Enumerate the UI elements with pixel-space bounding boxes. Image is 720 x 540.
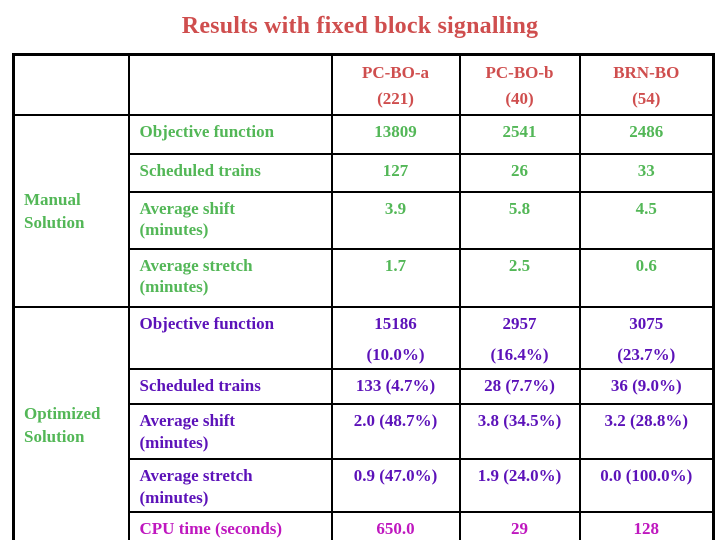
metric-average-shift-optimized: Average shift (minutes) [127,403,333,460]
col-header-count: (40) [505,88,534,108]
value-cell: 1.7 [330,247,461,308]
table-row: CPU time (seconds) 650.0 29 128 [14,510,715,540]
col-header-name: PC-BO-b [485,63,554,82]
table-row: Scheduled trains 133 (4.7%) 28 (7.7%) 36… [14,368,715,405]
results-table: PC-BO-a (221) PC-BO-b (40) BRN-BO (54) M… [12,53,715,540]
header-empty-metric-cell [127,53,333,116]
value-cell: 26 [458,152,581,193]
value-cell: 13809 [330,113,461,155]
table-row: Average shift (minutes) 2.0 (48.7%) 3.8 … [14,403,715,460]
value-cell: 0.6 [578,247,715,308]
value-cell: 650.0 [330,510,461,540]
value-cell: 4.5 [578,190,715,250]
section-label-optimized-solution: Optimized Solution [12,305,130,540]
section-label-line: Solution [24,426,85,446]
table-row: Manual Solution Objective function 13809… [12,113,715,308]
col-header-name: PC-BO-a [361,63,430,82]
value-cell: 5.8 [458,190,581,250]
value-cell: 127 [330,152,461,193]
metric-scheduled-trains-manual: Scheduled trains [127,152,333,193]
value-cell: 3.8 (34.5%) [458,403,581,460]
table-row: Average shift (minutes) 3.9 5.8 4.5 [14,190,715,250]
metric-objective-function-manual: Objective function [127,113,333,155]
metric-average-shift-manual: Average shift (minutes) [127,190,333,250]
value-cell: 3.9 [330,190,461,250]
section-label-line: Solution [24,213,85,232]
col-header-name: BRN-BO [613,63,680,82]
metric-average-stretch-manual: Average stretch (minutes) [127,247,333,308]
value-cell: 36 (9.0%) [578,368,715,405]
value-cell: 2.0 (48.7%) [330,403,461,460]
table-header-row: PC-BO-a (221) PC-BO-b (40) BRN-BO (54) [12,53,715,116]
value-cell: 33 [578,152,715,193]
value-cell: 2486 [578,113,715,155]
value-cell: 2957 (16.4%) [458,305,581,370]
col-header-pc-bo-b: PC-BO-b (40) [458,53,581,116]
value-cell: 133 (4.7%) [330,368,461,405]
value-cell: 15186 (10.0%) [330,305,461,370]
col-header-count: (221) [377,88,414,108]
value-cell: 28 (7.7%) [458,368,581,405]
value-cell: 3075 (23.7%) [578,305,715,370]
value-cell: 128 [578,510,715,540]
table-row: Optimized Solution Objective function 15… [12,305,715,540]
value-cell: 0.9 (47.0%) [330,458,461,513]
value-cell: 0.0 (100.0%) [578,458,715,513]
value-cell: 2541 [458,113,581,155]
section-label-manual-solution: Manual Solution [12,113,130,308]
col-header-count: (54) [632,88,661,108]
metric-scheduled-trains-optimized: Scheduled trains [127,368,333,405]
table-row: Average stretch (minutes) 1.7 2.5 0.6 [14,247,715,308]
metric-average-stretch-optimized: Average stretch (minutes) [127,458,333,513]
value-cell: 1.9 (24.0%) [458,458,581,513]
metric-cpu-time: CPU time (seconds) [127,510,333,540]
table-row: Average stretch (minutes) 0.9 (47.0%) 1.… [14,458,715,513]
section-label-line: Manual [24,190,81,210]
value-cell: 3.2 (28.8%) [578,403,715,460]
col-header-pc-bo-a: PC-BO-a (221) [330,53,461,116]
value-cell: 2.5 [458,247,581,308]
table-row: Scheduled trains 127 26 33 [14,152,715,193]
header-empty-section-cell [12,53,130,116]
col-header-brn-bo: BRN-BO (54) [578,53,715,116]
value-cell: 29 [458,510,581,540]
section-label-line: Optimized [24,403,101,423]
metric-objective-function-optimized: Objective function [127,305,333,370]
slide-title: Results with fixed block signalling [181,13,539,39]
